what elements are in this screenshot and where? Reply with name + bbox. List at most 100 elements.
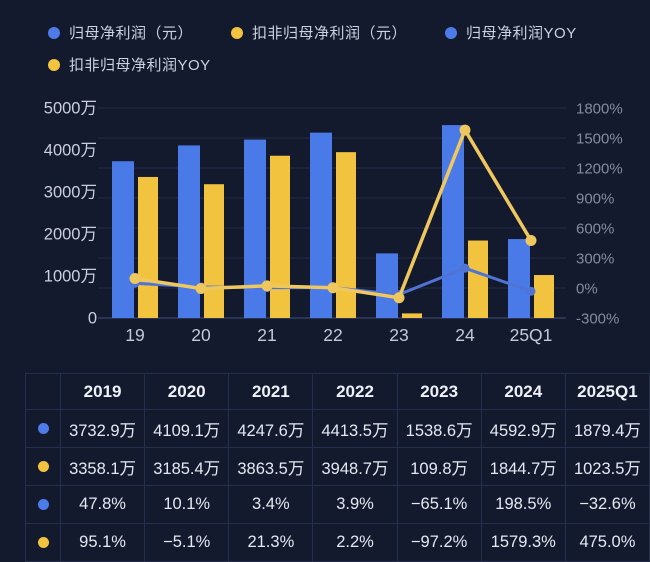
table-cell: 3732.9万 [59,409,146,448]
table-cell: 47.8% [59,485,146,524]
legend-item-net-profit[interactable]: 归母净利润（元） [48,22,193,43]
right-axis-tick-label: 1200% [576,161,623,178]
row-dot-cell [25,485,61,524]
financial-table: 2019 2020 2021 2022 2023 2024 2025Q1 373… [25,373,650,562]
table-cell: 1879.4万 [564,409,650,448]
series-dot-yellow-icon [37,461,49,473]
legend-item-deducted-net-profit[interactable]: 扣非归母净利润（元） [231,22,407,43]
deducted-yoy-marker-24 [459,124,471,136]
yoy-marker-24 [460,263,470,273]
bar-net-profit-25Q1 [508,239,530,318]
table-header-2022: 2022 [312,373,398,410]
table-corner-cell [25,373,61,410]
left-axis-tick-label: 5000万 [44,100,97,118]
legend-label-deducted-net-profit-yoy: 扣非归母净利润YOY [69,57,211,74]
bar-deducted-net-profit-21 [270,155,290,318]
right-axis-tick-label: 600% [576,221,614,238]
deducted-yoy-marker-19 [129,272,141,284]
table-header-2024: 2024 [480,373,566,410]
legend-label-net-profit-yoy: 归母净利润YOY [466,25,577,42]
bar-deducted-net-profit-22 [336,152,356,318]
table-cell: −32.6% [564,485,650,524]
table-cell: 1023.5万 [564,447,650,486]
left-axis-tick-label: 2000万 [44,226,97,244]
bar-net-profit-19 [112,161,134,318]
bar-deducted-net-profit-20 [204,184,224,318]
table-cell: 109.8万 [396,447,482,486]
bar-deducted-net-profit-25Q1 [534,275,554,318]
table-cell: 1538.6万 [396,409,482,448]
series-dot-blue-icon [37,423,49,435]
table-cell: 4592.9万 [480,409,566,448]
series-dot-blue-icon [37,499,49,511]
deducted-yoy-marker-20 [195,283,207,295]
bar-deducted-net-profit-24 [468,240,488,318]
table-cell: 3.9% [312,485,398,524]
left-axis-tick-label: 1000万 [44,268,97,286]
row-dot-cell [25,409,61,448]
x-axis-label-25Q1: 25Q1 [510,325,553,345]
table-cell: 10.1% [144,485,230,524]
table-cell: 3948.7万 [312,447,398,486]
deducted-yoy-marker-21 [261,280,273,292]
yoy-marker-25Q1 [526,286,536,296]
legend-row-2: 扣非归母净利润YOY [48,54,650,75]
right-axis-tick-label: 0% [576,281,598,298]
table-cell: 3.4% [228,485,314,524]
bar-net-profit-21 [244,139,266,318]
table-header-2019: 2019 [59,373,146,410]
combo-chart: 1800% 1500% 1200% 900% 600% 300% 0% -300% 5000万 4… [44,100,623,346]
table-cell: 1844.7万 [480,447,566,486]
table-row-net-profit: 3732.9万 4109.1万 4247.6万 4413.5万 1538.6万 … [25,409,650,448]
x-axis-label-21: 21 [257,325,276,345]
table-header-2021: 2021 [228,373,314,410]
bar-net-profit-24 [442,125,464,318]
bar-net-profit-23 [376,253,398,318]
legend-row-1: 归母净利润（元） 扣非归母净利润（元） 归母净利润YOY [48,22,650,43]
deducted-yoy-marker-22 [327,282,339,294]
table-cell: 4247.6万 [228,409,314,448]
legend-label-deducted-net-profit: 扣非归母净利润（元） [252,25,408,42]
left-axis-tick-label: 4000万 [44,142,97,160]
legend-item-net-profit-yoy[interactable]: 归母净利润YOY [445,22,577,43]
table-header-row: 2019 2020 2021 2022 2023 2024 2025Q1 [25,373,650,410]
left-axis-tick-label: 3000万 [44,184,97,202]
chart-legend: 归母净利润（元） 扣非归母净利润（元） 归母净利润YOY 扣非归母净利润YOY [0,0,650,90]
deducted-yoy-marker-25Q1 [525,235,537,246]
x-axis-label-23: 23 [389,325,408,345]
right-axis-tick-label: 1500% [576,131,623,148]
x-axis-label-19: 19 [125,325,144,345]
series-dot-yellow-icon [37,537,49,549]
legend-dot-yellow-icon [48,58,60,71]
bar-deducted-net-profit-19 [138,176,158,318]
table-cell: 3185.4万 [144,447,230,486]
x-axis-label-24: 24 [455,325,475,345]
table-cell: 4413.5万 [312,409,398,448]
table-cell: 3863.5万 [228,447,314,486]
table-header-2025q1: 2025Q1 [564,373,650,410]
right-axis-tick-label: 900% [576,191,614,208]
bar-net-profit-22 [310,132,332,318]
row-dot-cell [25,447,61,486]
legend-dot-blue-icon [48,26,60,39]
right-axis-tick-label: -300% [576,311,619,328]
left-axis-tick-label: 0 [88,310,97,328]
legend-label-net-profit: 归母净利润（元） [69,25,194,42]
legend-dot-blue-icon [445,26,458,39]
table-cell: 4109.1万 [144,409,230,448]
right-axis-tick-label: 1800% [576,101,623,118]
table-row-net-profit-yoy: 47.8% 10.1% 3.4% 3.9% −65.1% 198.5% −32.… [25,485,650,524]
x-axis-label-22: 22 [323,325,342,345]
right-axis-tick-label: 300% [576,251,614,268]
table-cell: 3358.1万 [59,447,146,486]
bar-deducted-net-profit-23 [402,313,422,318]
x-axis-label-20: 20 [191,325,211,345]
legend-dot-yellow-icon [231,26,244,39]
bar-net-profit-20 [178,145,200,318]
deducted-yoy-marker-23 [393,292,405,304]
table-header-2020: 2020 [144,373,230,410]
table-header-2023: 2023 [396,373,482,410]
legend-item-deducted-net-profit-yoy[interactable]: 扣非归母净利润YOY [48,54,211,75]
table-cell: −65.1% [396,485,482,524]
